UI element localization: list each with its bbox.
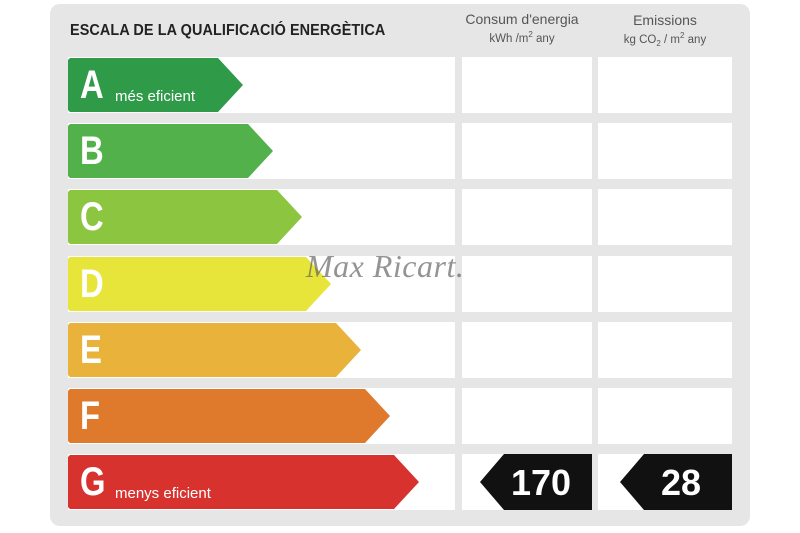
emissions-value-badge: 28 [620, 454, 732, 510]
rating-arrow-f: F [68, 389, 390, 443]
rating-letter: A [80, 63, 104, 107]
column-header-emissions: Emissions kg CO2 / m2 any [598, 12, 732, 48]
rating-row-f: F [68, 388, 732, 444]
column-consum-unit: kWh /m2 any [489, 30, 555, 45]
consum-cell [462, 189, 592, 245]
consum-value-badge-value: 170 [510, 462, 572, 503]
emissions-cell [598, 322, 732, 378]
rating-sublabel: més eficient [115, 88, 196, 105]
consum-cell [462, 57, 592, 113]
consum-cell [462, 322, 592, 378]
rating-arrow-e: E [68, 323, 361, 377]
emissions-cell [598, 123, 732, 179]
rating-letter: B [80, 129, 104, 173]
page-title: ESCALA DE LA QUALIFICACIÓ ENERGÈTICA [70, 22, 386, 39]
rating-letter: C [80, 195, 104, 239]
emissions-cell [598, 189, 732, 245]
consum-cell [462, 123, 592, 179]
watermark: Max Ricart. [306, 248, 465, 284]
rating-letter: F [80, 394, 101, 438]
column-emissions-label: Emissions [633, 12, 697, 28]
rating-arrow-d: D [68, 257, 331, 311]
rating-letter: D [80, 262, 104, 306]
rating-letter: E [80, 328, 102, 372]
consum-cell [462, 388, 592, 444]
rating-row-d: D [68, 256, 732, 312]
rating-sublabel: menys eficient [115, 485, 211, 502]
rating-arrow-b: B [68, 124, 273, 178]
consum-cell [462, 256, 592, 312]
emissions-cell [598, 57, 732, 113]
rating-row-e: E [68, 322, 732, 378]
emissions-cell [598, 256, 732, 312]
rating-arrow-c: C [68, 190, 302, 244]
emissions-cell [598, 388, 732, 444]
emissions-value-badge-value: 28 [660, 462, 702, 503]
column-consum-label: Consum d'energia [465, 11, 579, 27]
rating-letter: G [80, 460, 106, 504]
rating-row-c: C [68, 189, 732, 245]
consum-value-badge: 170 [480, 454, 592, 510]
column-emissions-unit: kg CO2 / m2 any [623, 31, 707, 49]
column-header-consum: Consum d'energia kWh /m2 any [462, 11, 582, 45]
rating-row-b: B [68, 123, 732, 179]
